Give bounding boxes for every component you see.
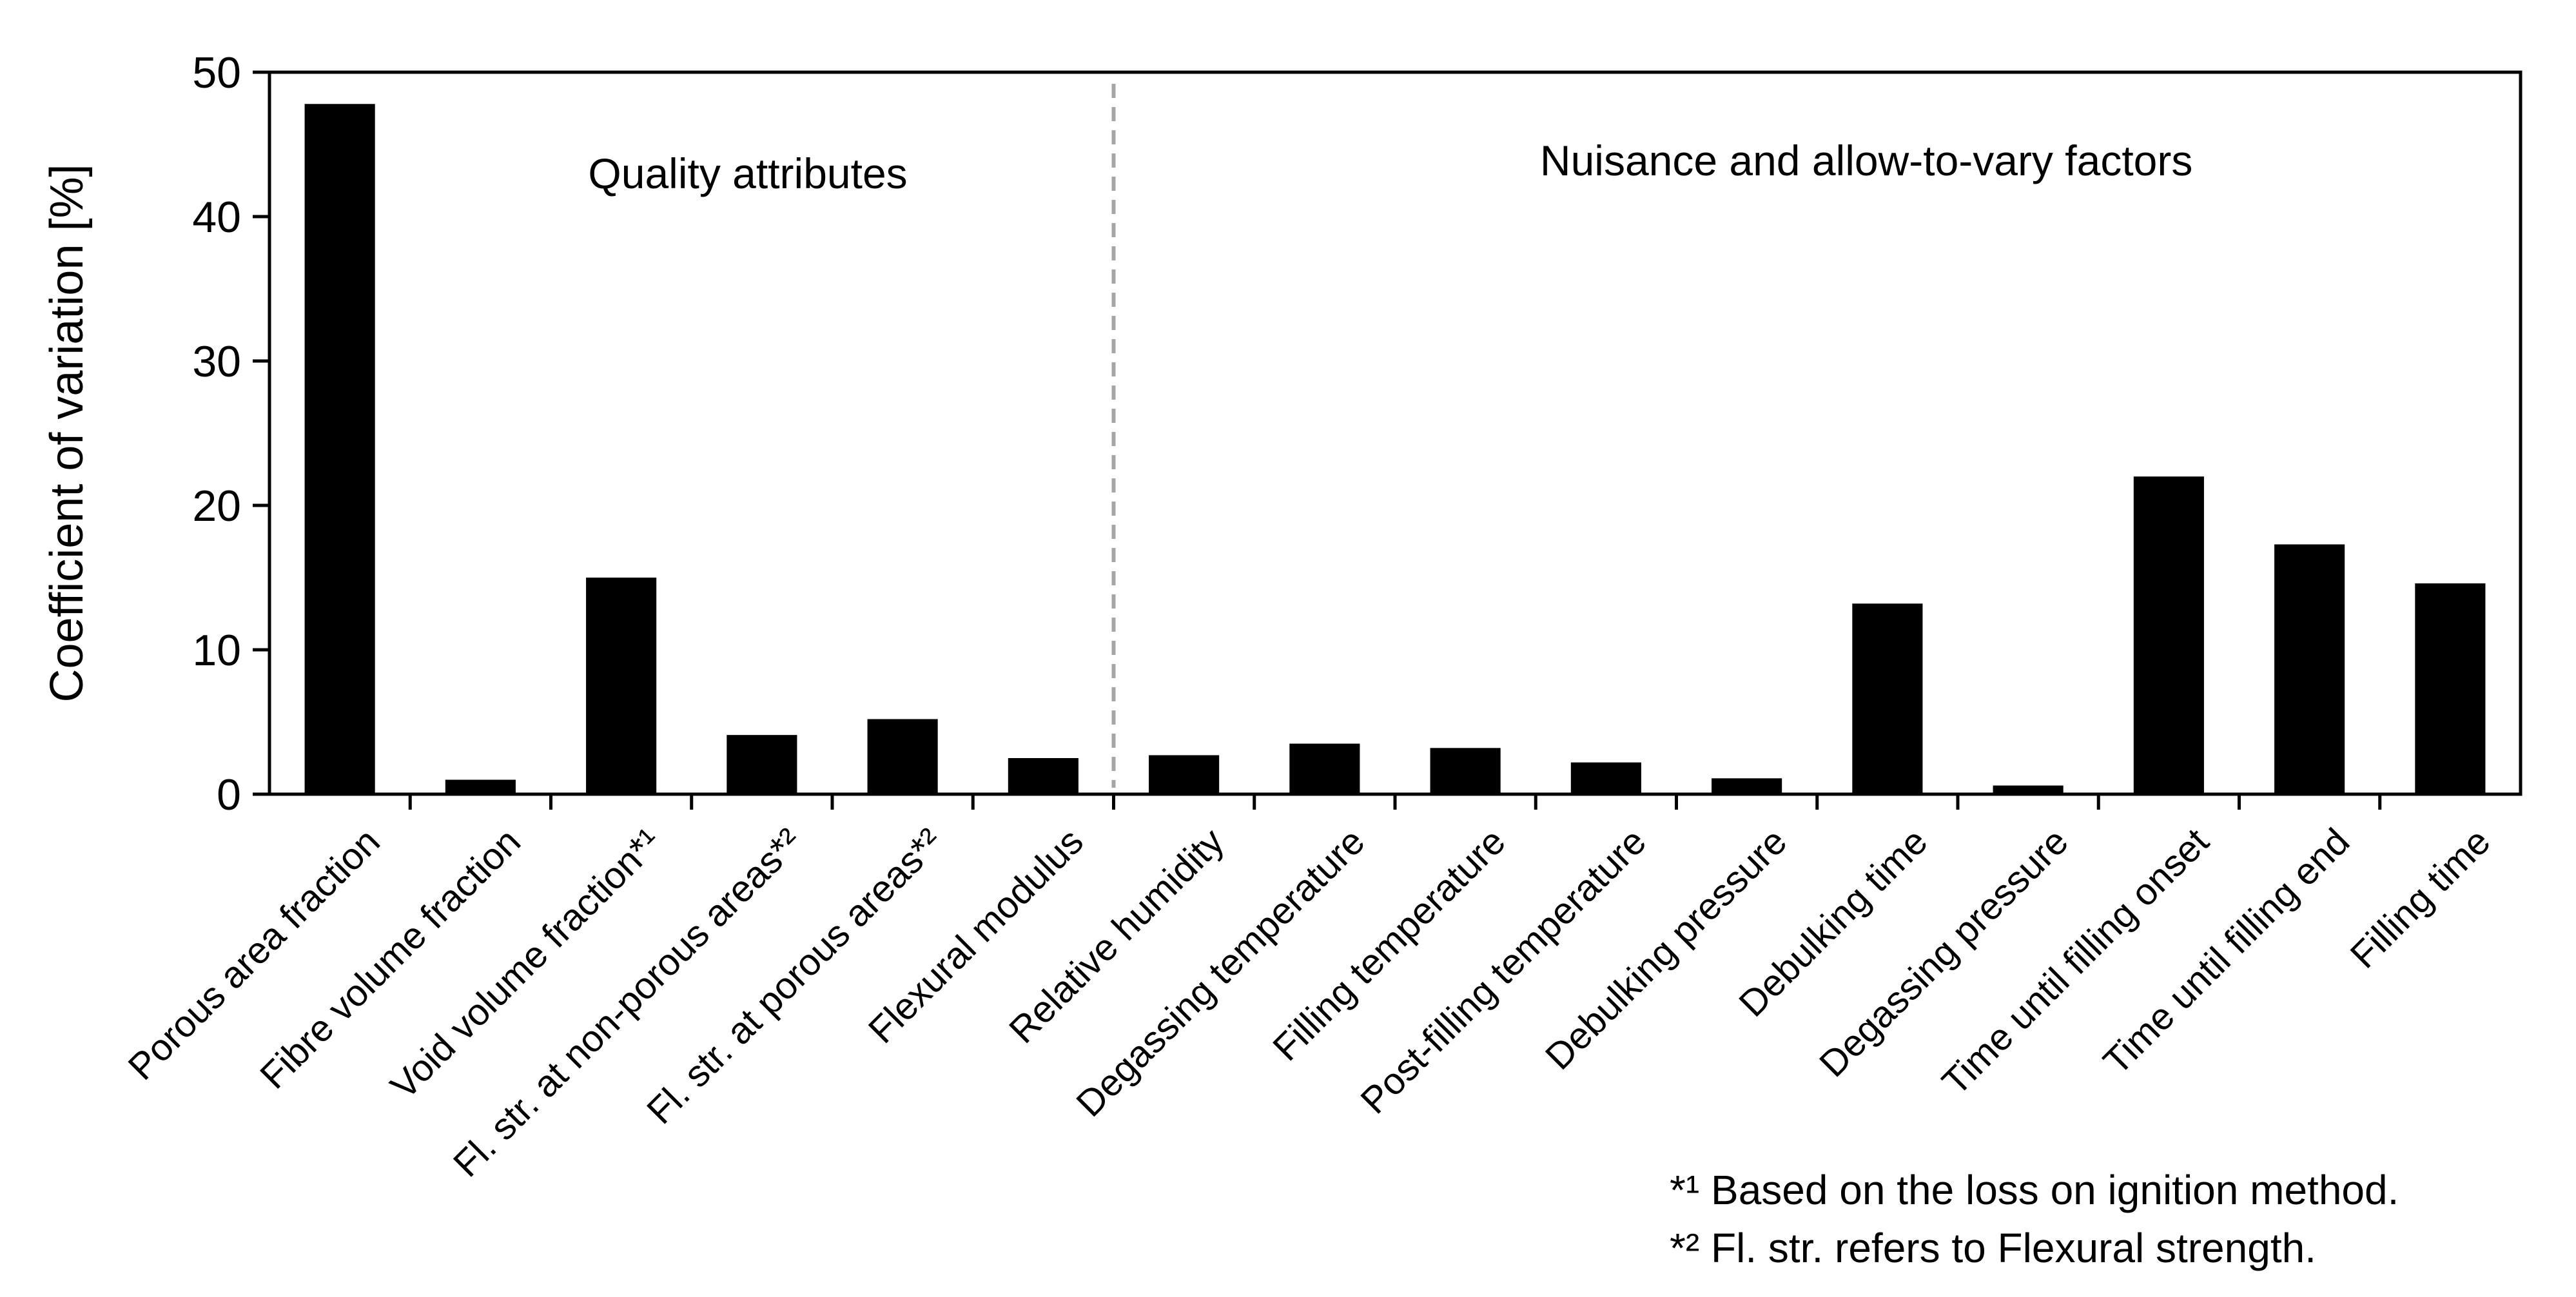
- x-tick-label: Fl. str. at porous areas*²: [639, 821, 951, 1133]
- group-label-nuisance-factors: Nuisance and allow-to-vary factors: [1540, 137, 2192, 184]
- bar: [1712, 778, 1782, 794]
- y-axis-label: Coefficient of variation [%]: [41, 164, 93, 702]
- x-tick-label: Time until filling onset: [1934, 821, 2217, 1104]
- x-tick-label: Degassing pressure: [1811, 821, 2076, 1086]
- bar: [1289, 743, 1360, 794]
- bar: [2274, 544, 2345, 794]
- y-tick-label: 0: [217, 770, 241, 819]
- x-tick-label: Post-filling temperature: [1352, 821, 1654, 1122]
- x-tick-label: Fibre volume fraction: [252, 821, 529, 1097]
- x-tick-label: Degassing temperature: [1068, 821, 1372, 1125]
- x-tick-label: Time until filling end: [2095, 821, 2357, 1083]
- bar: [1430, 748, 1501, 794]
- x-tick-label: Filling time: [2343, 821, 2499, 977]
- plot-frame: [268, 70, 2522, 796]
- y-tick-label: 40: [192, 193, 241, 242]
- bar: [586, 578, 657, 794]
- y-axis-ticks: 0 10 20 30 40 50: [192, 48, 2382, 819]
- x-tick-label: Debulking pressure: [1537, 821, 1795, 1078]
- y-tick-label: 10: [192, 626, 241, 675]
- group-label-quality-attributes: Quality attributes: [588, 150, 907, 197]
- bar: [1008, 758, 1078, 794]
- bar: [304, 104, 375, 794]
- bars: [304, 104, 2486, 794]
- bar: [1149, 755, 1220, 794]
- y-tick-label: 20: [192, 482, 241, 531]
- bar: [2415, 583, 2486, 794]
- bar: [727, 735, 797, 794]
- x-tick-label: Filling temperature: [1265, 821, 1514, 1069]
- bar: [445, 779, 516, 794]
- bar: [1570, 762, 1641, 794]
- y-tick-label: 30: [192, 337, 241, 386]
- bar: [1852, 603, 1923, 794]
- footnote-2: *² Fl. str. refers to Flexural strength.: [1670, 1225, 2316, 1271]
- bar: [2133, 476, 2204, 794]
- footnote-1: *¹ Based on the loss on ignition method.: [1670, 1167, 2399, 1213]
- bar: [867, 719, 938, 794]
- y-tick-label: 50: [192, 48, 241, 97]
- x-tick-label: Void volume fraction*¹: [382, 821, 669, 1107]
- x-tick-label: Porous area fraction: [120, 821, 387, 1088]
- bar: [1993, 785, 2064, 794]
